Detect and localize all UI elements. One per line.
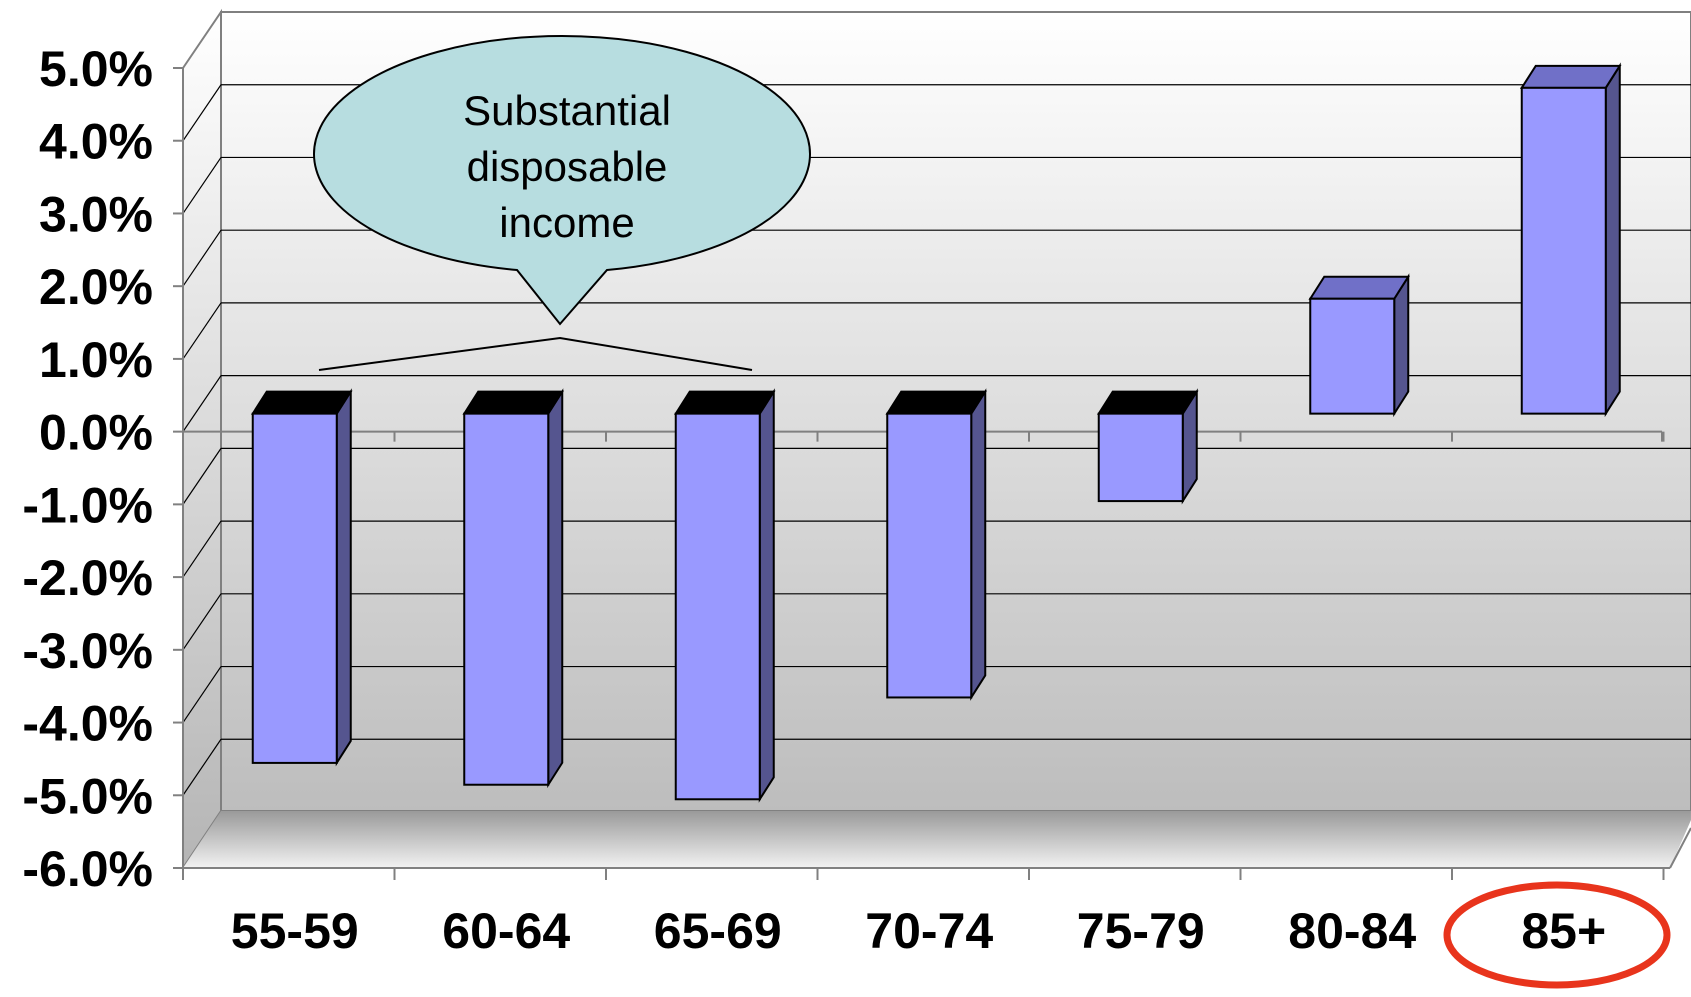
- y-tick-label: -1.0%: [22, 477, 153, 533]
- y-tick-label: -5.0%: [22, 768, 153, 824]
- bar: [1519, 62, 1622, 418]
- bar-top: [462, 390, 565, 415]
- bar: [462, 388, 565, 789]
- left-wall: [182, 8, 222, 872]
- bar-side: [970, 388, 987, 701]
- bar-front: [463, 412, 550, 786]
- x-tick-label: 80-84: [1288, 903, 1416, 959]
- gridline-side: [182, 157, 222, 214]
- x-axis-tick-labels: 55-59 60-64 65-69 70-74 75-79 80-84 85+: [231, 903, 1606, 959]
- y-tick-label: 5.0%: [39, 41, 153, 97]
- gridline-side: [182, 593, 222, 651]
- bar-top: [885, 390, 988, 415]
- y-tick-label: 2.0%: [39, 259, 153, 315]
- x-tick-label: 65-69: [654, 903, 782, 959]
- bar: [250, 388, 353, 767]
- y-tick-label: -3.0%: [22, 623, 153, 679]
- gridline-side: [182, 375, 222, 432]
- bar-top: [673, 390, 776, 415]
- bars: [250, 62, 1622, 803]
- chart-floor: [183, 811, 1691, 868]
- gridline-side: [182, 302, 222, 360]
- gridline-side: [182, 84, 222, 142]
- y-tick-label: 1.0%: [39, 332, 153, 388]
- y-tick-label: 4.0%: [39, 114, 153, 170]
- bar: [1308, 273, 1411, 418]
- x-tick-label: 85+: [1521, 903, 1606, 959]
- bar-top: [1308, 275, 1411, 300]
- callout-shape: [313, 34, 811, 326]
- y-tick-label: -6.0%: [22, 841, 153, 897]
- bar: [1096, 388, 1199, 505]
- bar: [673, 388, 776, 803]
- bar-side: [335, 388, 352, 767]
- bar-top: [1096, 390, 1199, 415]
- bar: [885, 388, 988, 701]
- axis-lines: [173, 67, 1665, 880]
- x-tick-label: 55-59: [231, 903, 359, 959]
- bar-side: [758, 388, 775, 803]
- callout-line-1: Substantial: [463, 87, 671, 134]
- highlight-circle: [1443, 881, 1671, 989]
- x-tick-label: 70-74: [865, 903, 993, 959]
- bar-top: [1519, 64, 1622, 89]
- bar-front: [1520, 86, 1607, 415]
- callout-line-2: disposable: [467, 143, 668, 190]
- gridline-side: [182, 738, 222, 796]
- bar-front: [1309, 297, 1396, 415]
- gridline-side: [182, 229, 222, 287]
- y-axis-tick-labels: 5.0% 4.0% 3.0% 2.0% 1.0% 0.0% -1.0% -2.0% -3.0% -…: [22, 41, 153, 897]
- gridline-side: [182, 448, 222, 505]
- callout-bubble: Substantial disposable income: [313, 34, 811, 371]
- y-tick-label: 3.0%: [39, 186, 153, 242]
- x-tick-label: 60-64: [442, 903, 570, 959]
- y-tick-label: -4.0%: [22, 696, 153, 752]
- bar-top: [250, 390, 353, 415]
- y-tick-label: 0.0%: [39, 405, 153, 461]
- gridline-side: [182, 520, 222, 578]
- callout-line-3: income: [499, 199, 634, 246]
- bar-side: [1604, 62, 1621, 418]
- y-tick-label: -2.0%: [22, 550, 153, 606]
- bar-front: [251, 412, 338, 764]
- bar-front: [674, 412, 761, 801]
- callout-bracket: [318, 336, 753, 371]
- x-tick-label: 75-79: [1077, 903, 1205, 959]
- bar-front: [1097, 412, 1184, 503]
- gridline-side: [182, 666, 222, 723]
- bar-side: [547, 388, 564, 789]
- bar-front: [886, 412, 973, 699]
